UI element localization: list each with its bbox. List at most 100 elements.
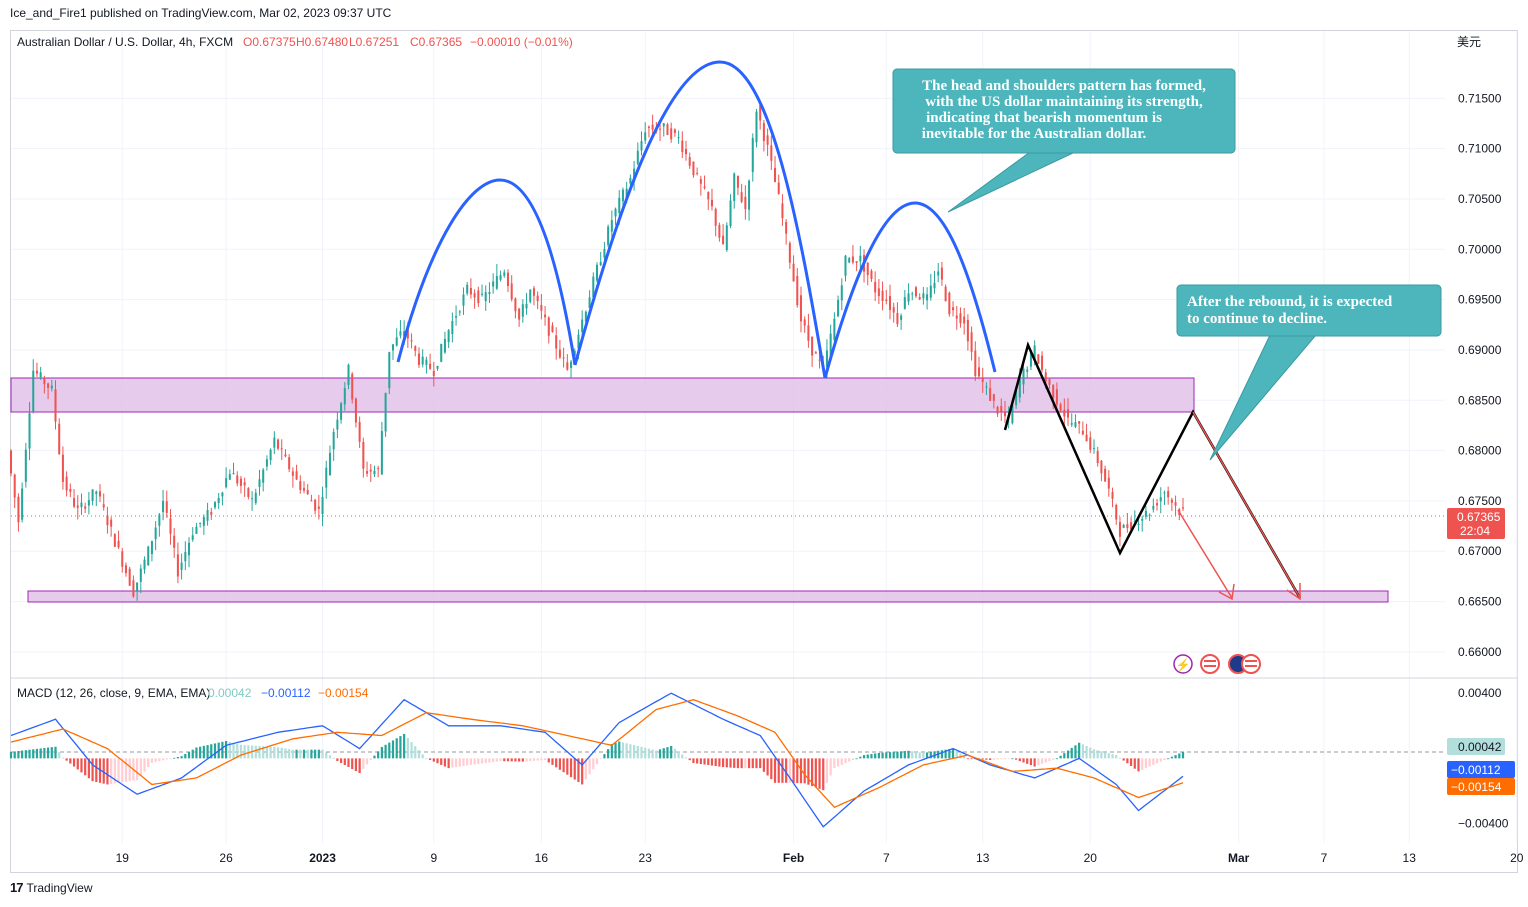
candle-body [699,179,702,184]
candle-body [1163,492,1166,494]
candle-body [17,496,20,523]
callout-1-line-2: with the US dollar maintaining its stren… [925,94,1203,110]
macd-legend: MACD (12, 26, close, 9, EMA, EMA) 0.0004… [17,686,369,700]
candle-body [388,352,391,389]
candle-body [91,489,94,502]
candle-body [503,272,506,276]
macd-hist-bar [911,751,914,759]
macd-hist-bar [1063,753,1066,759]
macd-hist-bar [736,758,740,769]
macd-hist-bar [636,745,639,759]
candle-body [1081,430,1084,435]
candle-body [1089,437,1092,450]
macd-hist-bar [925,752,929,759]
candle-body [970,332,973,352]
candle-body [781,203,784,219]
macd-hist-bar [195,747,198,759]
macd-hist-bar [480,758,484,764]
time-tick-label: 13 [976,851,990,865]
candle-body [291,471,294,476]
macd-hist-bar [451,758,454,768]
candle-body [799,295,803,322]
candle-body [484,292,487,302]
macd-hist-bar [495,758,498,762]
candle-body [774,167,777,183]
candle-body [191,535,194,540]
candle-body [124,565,127,574]
macd-hist-bar [113,758,116,784]
candle-body [347,364,350,385]
price-tick-label: 0.69500 [1458,293,1502,307]
macd-hist-bar [859,756,862,759]
macd-hist-bar [32,749,35,759]
macd-hist-bar [562,758,565,773]
event-icons[interactable]: ⚡ [1173,654,1261,674]
candle-body [65,476,68,491]
macd-hist-bar [818,758,821,789]
change-value: −0.00010 (−0.01%) [470,35,573,49]
macd-hist-bar [35,748,39,759]
macd-hist-bar [1026,758,1029,764]
footer-brand[interactable]: 17 TradingView [10,880,93,895]
candle-body [325,467,328,488]
candle-body [499,275,502,280]
macd-hist-bar [755,758,758,769]
candle-body [377,468,380,470]
macd-hist-bar [1066,750,1070,759]
macd-hist-bar [540,758,543,761]
macd-hist-bar [922,752,925,759]
candle-body [540,304,543,311]
macd-axis[interactable]: 0.00400 −0.00400 [1458,686,1509,830]
macd-hist-bar [265,746,269,759]
candle-body [262,469,265,483]
candle-body [725,225,728,251]
macd-hist-bar [447,758,450,769]
time-tick-label: 7 [1321,851,1328,865]
macd-hist-bar [503,758,506,762]
candle-body [1044,372,1047,382]
candle-body [1133,520,1136,523]
target-arrow-short-head [1218,583,1235,601]
macd-hist-bar [892,751,895,759]
macd-hist-bar [506,758,510,762]
macd-hist-bar [532,758,536,761]
candle-body [199,522,202,524]
candle-body [814,352,817,354]
candle-body [1085,434,1088,442]
candle-body [840,285,843,301]
candle-body [269,449,272,461]
candle-body [147,546,150,566]
macd-hist-bar [929,751,932,759]
macd-hist-bar [213,743,217,759]
candle-body [666,124,669,135]
candle-body [455,316,458,318]
candle-body [1122,524,1125,528]
macd-hist-bar [469,758,473,765]
macd-hist-bar [803,758,806,784]
macd-hist-bar [276,747,280,759]
macd-hist-bar [1074,745,1077,759]
candle-body [1048,379,1051,385]
time-axis[interactable]: 19 26 2023 9 16 23 Feb 7 13 20 Mar 7 13 20 [116,851,1524,865]
candle-body [1144,510,1147,517]
macd-hist-bar [87,758,90,779]
macd-line [10,692,1184,828]
macd-hist-bar [425,758,428,760]
price-axis[interactable]: 0.71500 0.71000 0.70500 0.70000 0.69500 0.690… [1458,91,1502,659]
candle-body [1000,405,1003,412]
support-resistance-zones [10,377,1389,603]
candle-body [718,224,721,238]
candle-body [974,350,977,376]
candle-body [547,317,550,336]
candle-body [162,500,165,513]
candle-body [892,307,895,313]
candle-body [239,478,242,486]
macd-hist-bar [607,749,610,759]
macd-hist-bar [729,758,732,768]
candle-body [759,104,762,121]
symbol-label: Australian Dollar / U.S. Dollar, 4h, FXC… [17,35,233,49]
countdown-text: 22:04 [1460,524,1490,538]
macd-hist-bar [692,758,695,764]
macd-hist-bar [206,745,209,759]
